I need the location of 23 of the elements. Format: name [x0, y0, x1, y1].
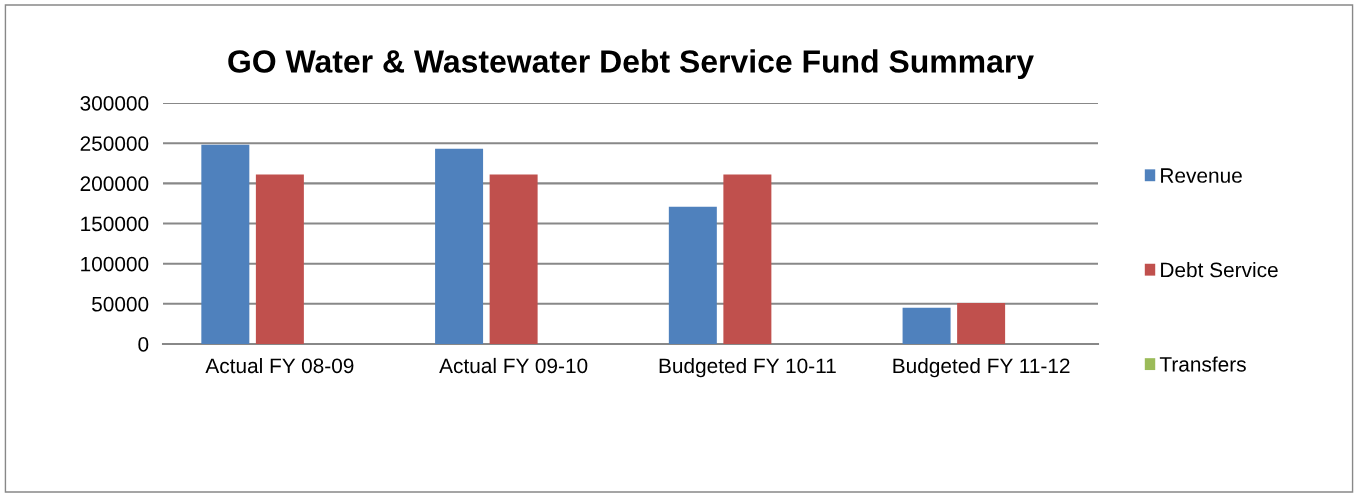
- x-tick-label: Budgeted FY 10-11: [659, 357, 836, 378]
- y-tick-label: 200000: [80, 176, 149, 192]
- x-tick-label: Budgeted FY 11-12: [893, 357, 1070, 378]
- x-tick-label: Actual FY 09-10: [439, 357, 588, 374]
- legend-label: Debt Service: [1161, 261, 1278, 278]
- bar: [668, 206, 717, 344]
- bar: [255, 174, 304, 344]
- legend-label: Transfers: [1159, 356, 1246, 372]
- y-tick-label: 150000: [81, 216, 149, 232]
- bar: [902, 307, 951, 344]
- y-tick-label: 250000: [80, 136, 149, 151]
- y-tick-label: 100000: [81, 256, 149, 272]
- bar: [957, 303, 1006, 344]
- chart-title: GO Water & Wastewater Debt Service Fund Summary: [228, 49, 1034, 80]
- y-tick-label: 300000: [80, 96, 149, 111]
- x-tick-label: Actual FY 08-09: [205, 357, 354, 374]
- bar: [723, 174, 772, 344]
- y-tick-label: 50000: [92, 296, 149, 312]
- legend-label: Revenue: [1161, 168, 1242, 183]
- bar: [435, 148, 484, 344]
- bar: [489, 174, 538, 344]
- y-tick-label: 0: [138, 337, 149, 352]
- bar: [201, 144, 250, 344]
